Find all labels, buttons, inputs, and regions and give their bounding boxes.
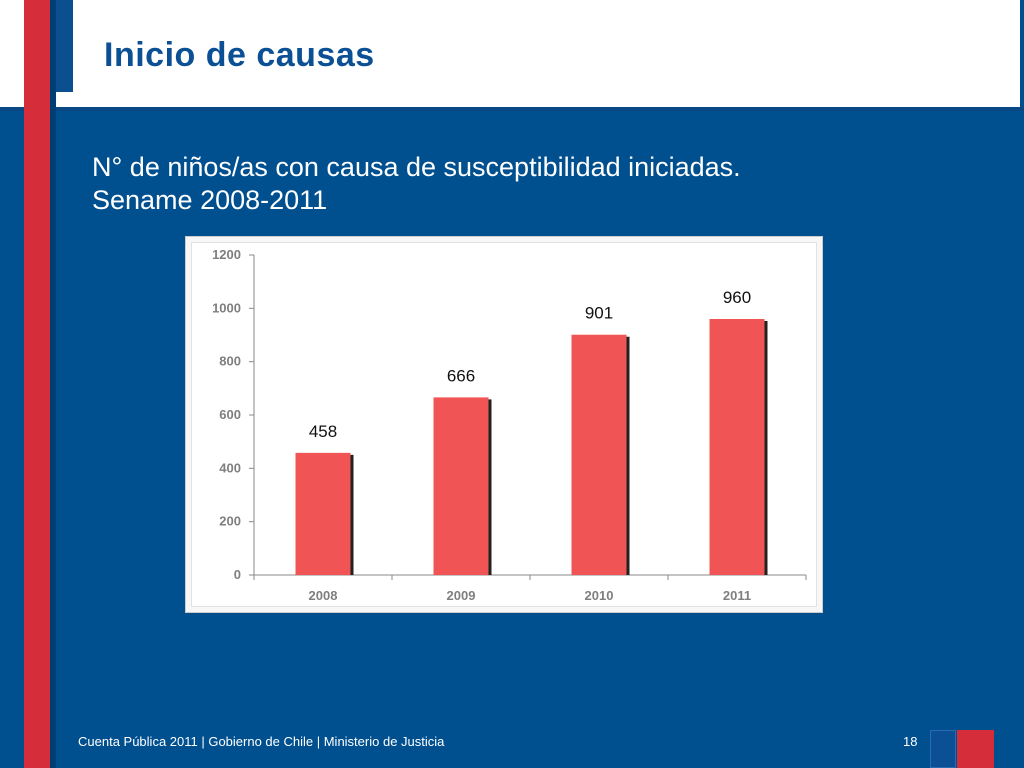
y-tick-label: 400	[219, 460, 241, 475]
y-tick-label: 200	[219, 514, 241, 529]
x-tick-label: 2011	[723, 588, 751, 603]
page-number: 18	[903, 734, 918, 749]
bar-chart: 0 200 400 600 800 1000 1200 458 2008 666 2009 901 20…	[212, 247, 807, 603]
stripe-shadow-decoration	[50, 0, 56, 768]
chart-frame: 0 200 400 600 800 1000 1200 458 2008 666 2009 901 20…	[185, 236, 823, 613]
header-divider	[0, 107, 1024, 111]
red-stripe-decoration	[24, 0, 50, 768]
header-edge	[1020, 0, 1024, 109]
chart-plot-area: 0 200 400 600 800 1000 1200 458 2008 666 2009 901 20…	[191, 242, 817, 607]
bar	[709, 319, 765, 575]
header-band	[0, 0, 1024, 109]
y-tick-label: 800	[219, 354, 241, 369]
x-tick-label: 2008	[309, 588, 338, 603]
data-label: 666	[447, 366, 475, 385]
subtitle-line-2: Sename 2008-2011	[92, 185, 328, 215]
bar	[433, 397, 489, 575]
bar	[295, 452, 351, 575]
data-label: 901	[585, 304, 613, 323]
y-tick-label: 0	[234, 567, 241, 582]
y-tick-label: 600	[219, 407, 241, 422]
slide-title: Inicio de causas	[104, 36, 375, 74]
data-label: 960	[723, 288, 751, 307]
data-label: 458	[309, 422, 337, 441]
header-blue-tab-decoration	[56, 0, 73, 92]
y-tick-label: 1000	[212, 300, 241, 315]
x-tick-label: 2009	[447, 588, 476, 603]
x-tick-label: 2010	[585, 588, 614, 603]
chart-subtitle: N° de niños/as con causa de susceptibili…	[92, 151, 892, 217]
footer-text: Cuenta Pública 2011 | Gobierno de Chile …	[78, 734, 445, 749]
corner-blue-decoration	[930, 730, 956, 768]
subtitle-line-1: N° de niños/as con causa de susceptibili…	[92, 152, 741, 182]
bar	[571, 334, 627, 575]
y-tick-label: 1200	[212, 247, 241, 262]
corner-red-decoration	[957, 730, 994, 768]
